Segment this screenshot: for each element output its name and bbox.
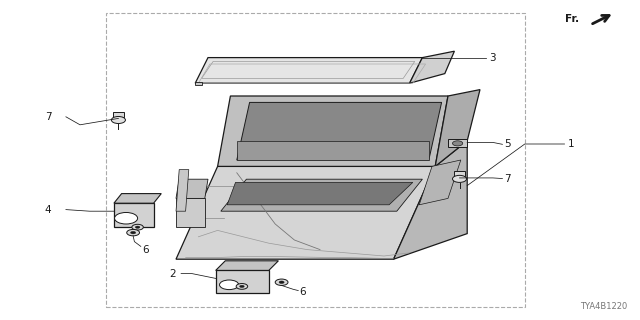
Circle shape: [236, 284, 248, 289]
Polygon shape: [176, 179, 208, 198]
Text: 5: 5: [504, 139, 511, 149]
Text: 3: 3: [489, 52, 495, 63]
Text: TYA4B1220: TYA4B1220: [580, 302, 627, 311]
Text: Fr.: Fr.: [565, 14, 579, 24]
Text: 4: 4: [45, 204, 51, 215]
Polygon shape: [114, 194, 161, 203]
Polygon shape: [176, 198, 205, 227]
Circle shape: [279, 281, 284, 284]
Polygon shape: [176, 170, 189, 211]
Polygon shape: [218, 96, 448, 166]
Circle shape: [127, 229, 140, 236]
Text: 7: 7: [504, 173, 511, 184]
Circle shape: [452, 141, 463, 146]
Polygon shape: [216, 270, 269, 293]
Polygon shape: [195, 82, 202, 85]
Circle shape: [111, 116, 125, 124]
Polygon shape: [237, 102, 442, 160]
Polygon shape: [221, 179, 422, 211]
Polygon shape: [448, 140, 467, 147]
Bar: [454, 171, 465, 176]
Text: 1: 1: [568, 139, 574, 149]
Circle shape: [131, 231, 136, 234]
Text: 7: 7: [45, 112, 51, 122]
Polygon shape: [419, 160, 461, 205]
Polygon shape: [216, 261, 278, 270]
Circle shape: [132, 224, 143, 230]
Polygon shape: [227, 182, 413, 205]
Circle shape: [135, 226, 140, 228]
Circle shape: [239, 285, 244, 288]
Polygon shape: [394, 141, 467, 259]
Polygon shape: [114, 203, 154, 227]
Polygon shape: [435, 90, 480, 166]
Polygon shape: [176, 166, 435, 259]
Circle shape: [115, 212, 138, 224]
Polygon shape: [237, 141, 429, 160]
Bar: [113, 112, 124, 117]
Text: 2: 2: [169, 268, 175, 279]
Polygon shape: [195, 58, 422, 83]
Circle shape: [275, 279, 288, 285]
Circle shape: [452, 175, 467, 182]
Text: 6: 6: [300, 287, 306, 297]
Text: 6: 6: [142, 244, 148, 255]
Polygon shape: [410, 51, 454, 83]
Bar: [106, 13, 525, 307]
Circle shape: [220, 280, 239, 290]
